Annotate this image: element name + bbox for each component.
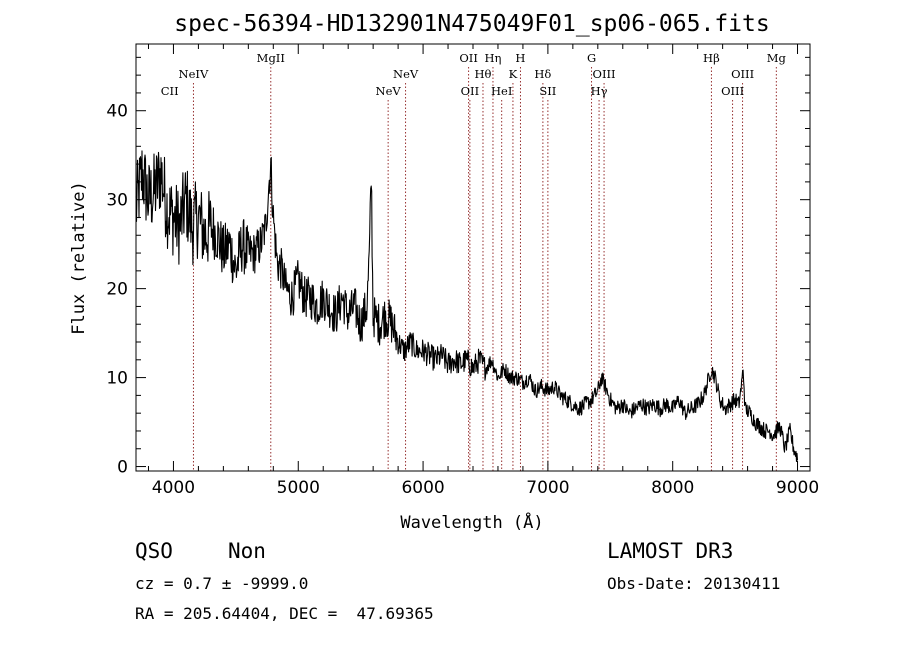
spectral-line-label-16: OIII <box>593 67 616 81</box>
spectral-line-label-20: Mg <box>767 51 787 65</box>
x-axis-label: Wavelength (Å) <box>400 511 543 533</box>
spectral-line-label-8: Hη <box>485 51 502 65</box>
spectral-line-label-4: NeV <box>393 67 419 81</box>
spectral-line-label-15: Hγ <box>591 84 608 98</box>
spectral-line-label-1: NeIV <box>179 67 209 81</box>
spectral-line-label-17: Hβ <box>703 51 720 65</box>
chart-title: spec-56394-HD132901N475049F01_sp06-065.f… <box>174 11 769 37</box>
spectral-line-label-13: SII <box>539 84 556 98</box>
y-tick-label-0: 0 <box>117 458 128 478</box>
x-tick-label-0: 4000 <box>152 478 195 498</box>
redshift-readout: cz = 0.7 ± -9999.0 <box>135 574 309 593</box>
spectral-line-label-0: CII <box>161 84 179 98</box>
spectral-line-label-3: NeV <box>376 84 402 98</box>
spectral-line-label-19: OIII <box>731 67 754 81</box>
spectral-line-label-6: OII <box>461 84 480 98</box>
x-tick-label-4: 8000 <box>651 478 694 498</box>
y-tick-label-1: 10 <box>106 369 128 389</box>
spectral-line-label-10: K <box>509 67 518 81</box>
x-tick-label-3: 7000 <box>526 478 569 498</box>
y-tick-label-3: 30 <box>106 191 128 211</box>
spectral-line-label-18: OIII <box>721 84 744 98</box>
spectral-line-label-14: G <box>587 51 596 65</box>
object-subclass: Non <box>228 539 266 563</box>
survey-name: LAMOST DR3 <box>607 539 734 563</box>
y-tick-label-2: 20 <box>106 280 128 300</box>
x-tick-label-2: 6000 <box>401 478 444 498</box>
spectral-line-label-9: HeI <box>491 84 512 98</box>
axis-ticks: 4000 5000 6000 7000 8000 9000 0 10 20 30 40 <box>106 44 819 498</box>
spectral-line-label-7: Hθ <box>475 67 492 81</box>
plot-frame <box>135 43 811 472</box>
x-tick-label-5: 9000 <box>776 478 819 498</box>
flux-series-line <box>135 150 799 463</box>
y-axis-label: Flux (relative) <box>69 181 89 335</box>
spectral-line-label-2: MgII <box>257 51 285 65</box>
spectral-lines <box>192 67 777 471</box>
coordinates: RA = 205.64404, DEC = 47.69365 <box>135 604 434 623</box>
spectral-line-label-12: Hδ <box>534 67 551 81</box>
spectral-line-label-11: H <box>515 51 525 65</box>
spectral-line-label-5: OII <box>459 51 478 65</box>
obs-date: Obs-Date: 20130411 <box>607 574 781 593</box>
object-class: QSO <box>135 539 173 563</box>
y-tick-label-4: 40 <box>106 102 128 122</box>
x-tick-label-1: 5000 <box>277 478 320 498</box>
